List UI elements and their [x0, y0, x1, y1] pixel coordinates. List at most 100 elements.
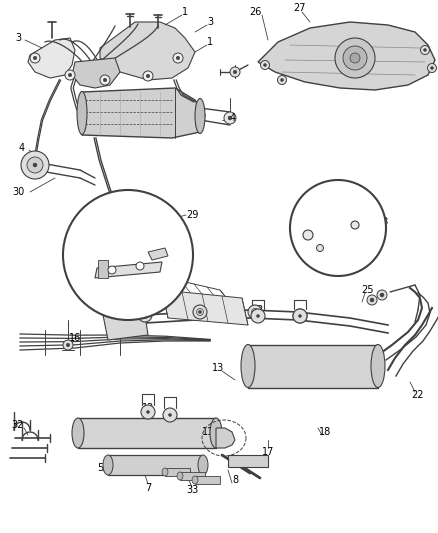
Text: 3: 3 — [206, 17, 212, 27]
Polygon shape — [95, 262, 162, 278]
Text: 1: 1 — [181, 7, 187, 17]
Circle shape — [290, 180, 385, 276]
Circle shape — [298, 314, 301, 318]
Circle shape — [253, 311, 256, 313]
Circle shape — [223, 112, 236, 124]
Circle shape — [63, 190, 193, 320]
Text: 16: 16 — [69, 333, 81, 343]
Circle shape — [302, 230, 312, 240]
Text: 4: 4 — [230, 113, 236, 123]
Text: 5: 5 — [97, 463, 103, 473]
Circle shape — [376, 290, 386, 300]
Bar — [180, 472, 205, 480]
Circle shape — [163, 209, 166, 211]
Circle shape — [296, 312, 303, 319]
Circle shape — [379, 293, 383, 297]
Circle shape — [423, 49, 426, 52]
Circle shape — [420, 45, 428, 54]
Ellipse shape — [194, 99, 205, 133]
Circle shape — [430, 67, 432, 69]
Text: 33: 33 — [185, 485, 198, 495]
Circle shape — [136, 262, 144, 270]
Bar — [108, 455, 202, 475]
Text: 1: 1 — [206, 37, 212, 47]
Circle shape — [103, 78, 106, 82]
Circle shape — [173, 53, 183, 63]
Ellipse shape — [72, 418, 84, 448]
Circle shape — [141, 405, 155, 419]
Circle shape — [263, 63, 266, 67]
Bar — [194, 476, 219, 484]
Circle shape — [233, 70, 236, 74]
Circle shape — [27, 157, 43, 173]
Circle shape — [146, 410, 149, 414]
Polygon shape — [28, 38, 75, 78]
Circle shape — [161, 206, 168, 214]
Circle shape — [254, 312, 261, 319]
Circle shape — [162, 408, 177, 422]
Circle shape — [100, 75, 110, 85]
Polygon shape — [98, 260, 108, 278]
Circle shape — [65, 70, 75, 80]
Ellipse shape — [198, 455, 208, 475]
Circle shape — [108, 266, 116, 274]
Text: 12: 12 — [141, 403, 154, 413]
Text: 27: 27 — [293, 3, 306, 13]
Circle shape — [306, 233, 309, 237]
Text: 4: 4 — [19, 143, 25, 153]
Circle shape — [342, 46, 366, 70]
Text: 12: 12 — [251, 305, 264, 315]
Polygon shape — [100, 295, 148, 340]
Circle shape — [353, 223, 356, 227]
Circle shape — [298, 314, 301, 318]
Circle shape — [230, 67, 240, 77]
Circle shape — [176, 56, 180, 60]
Text: 30: 30 — [12, 187, 24, 197]
Bar — [247, 345, 377, 388]
Circle shape — [138, 308, 152, 322]
Polygon shape — [162, 290, 247, 325]
Circle shape — [30, 53, 40, 63]
Ellipse shape — [240, 344, 254, 387]
Circle shape — [296, 312, 303, 319]
Polygon shape — [82, 88, 205, 138]
Polygon shape — [215, 428, 234, 448]
Circle shape — [168, 414, 171, 416]
Text: 32: 32 — [12, 420, 24, 430]
Circle shape — [260, 61, 269, 69]
Circle shape — [427, 63, 435, 72]
Circle shape — [143, 71, 153, 81]
Polygon shape — [258, 22, 434, 90]
Polygon shape — [100, 22, 194, 80]
Circle shape — [256, 314, 259, 318]
Circle shape — [166, 411, 173, 418]
Bar — [227, 455, 267, 467]
Circle shape — [68, 73, 72, 77]
Bar — [78, 418, 215, 448]
Polygon shape — [155, 208, 177, 240]
Circle shape — [144, 408, 151, 416]
Ellipse shape — [77, 92, 87, 134]
Ellipse shape — [177, 472, 183, 480]
Circle shape — [227, 116, 231, 120]
Text: 29: 29 — [185, 210, 198, 220]
Circle shape — [366, 295, 376, 305]
Bar — [165, 468, 190, 476]
Polygon shape — [72, 58, 120, 88]
Circle shape — [318, 247, 321, 249]
Circle shape — [280, 78, 283, 82]
Circle shape — [334, 38, 374, 78]
Text: 28: 28 — [148, 233, 161, 243]
Text: 7: 7 — [145, 483, 151, 493]
Circle shape — [247, 305, 261, 319]
Circle shape — [196, 309, 203, 316]
Text: 22: 22 — [411, 390, 423, 400]
Circle shape — [277, 76, 286, 85]
Circle shape — [33, 56, 37, 60]
Polygon shape — [148, 248, 168, 260]
Circle shape — [66, 343, 70, 347]
Ellipse shape — [370, 344, 384, 387]
Circle shape — [198, 311, 201, 313]
Circle shape — [146, 74, 149, 78]
Circle shape — [292, 309, 306, 323]
